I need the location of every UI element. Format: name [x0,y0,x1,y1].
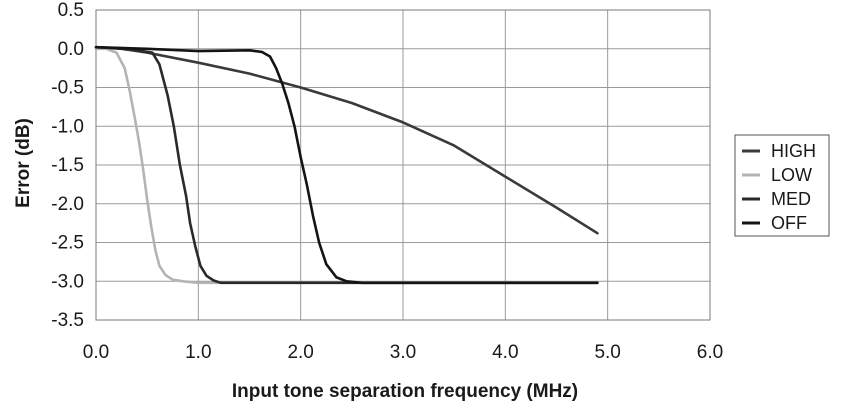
x-axis-label: Input tone separation frequency (MHz) [232,381,578,402]
x-tick-label: 3.0 [390,342,416,363]
y-axis-label: Error (dB) [13,118,34,208]
series-line-off [94,45,599,285]
y-tick-label: 0.0 [58,39,84,60]
x-tick-label: 0.0 [83,342,109,363]
series-line-high [94,45,599,235]
y-tick-label: -3.0 [51,271,84,292]
y-tick-label: -2.5 [51,233,84,254]
y-axis-tick-labels: 0.5 0.0 -0.5 -1.0 -1.5 -2.0 -2.5 -3.0 -3.5 [51,0,84,331]
plot-area-border [95,9,711,321]
series-line-med [94,45,599,285]
legend: HIGH LOW MED OFF [734,134,830,237]
x-tick-label: 6.0 [697,342,723,363]
x-tick-label: 4.0 [492,342,518,363]
grid-lines [95,9,711,321]
y-tick-label: -1.5 [51,155,84,176]
legend-label-off: OFF [771,213,807,233]
y-tick-label: -0.5 [51,78,84,99]
x-tick-label: 5.0 [594,342,620,363]
x-tick-label: 2.0 [287,342,313,363]
legend-label-low: LOW [771,165,812,185]
x-axis-tick-labels: 0.0 1.0 2.0 3.0 4.0 5.0 6.0 [83,342,723,363]
legend-label-med: MED [771,189,811,209]
legend-label-high: HIGH [771,141,816,161]
x-tick-label: 1.0 [185,342,211,363]
series-line-low [94,47,221,285]
y-tick-label: 0.5 [58,0,84,21]
y-tick-label: -1.0 [51,116,84,137]
y-tick-label: -3.5 [51,310,84,331]
series-lines [94,45,599,285]
y-tick-label: -2.0 [51,194,84,215]
